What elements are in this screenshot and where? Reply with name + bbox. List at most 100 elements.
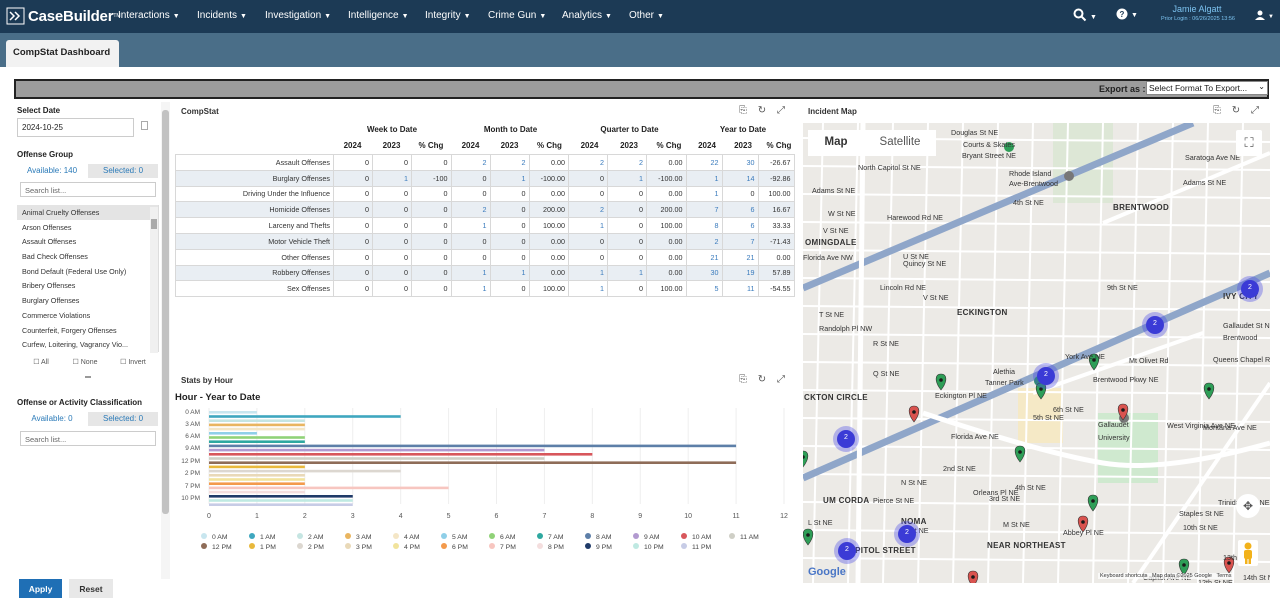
incident-cluster[interactable]: 2 [833,426,859,452]
select-all-button[interactable]: ☐ All [33,359,49,366]
table-cell[interactable]: 0 [333,185,373,203]
table-cell[interactable]: 0 [372,264,412,282]
calendar-icon[interactable] [141,121,148,130]
table-cell[interactable]: 0 [372,154,412,171]
scroll-thumb[interactable] [162,110,169,514]
camera-control-icon[interactable]: ✥ [1236,494,1260,518]
search-menu[interactable]: ▼ [1073,8,1097,24]
table-cell[interactable]: 1 [489,169,530,187]
table-cell[interactable]: 0 [607,217,647,234]
table-cell[interactable]: 0 [489,248,530,266]
list-item[interactable]: Bribery Offenses [22,281,76,291]
tab-available[interactable]: Available: 140 [17,164,87,178]
table-cell[interactable]: 1 [568,264,608,282]
table-cell[interactable]: 0 [372,217,412,234]
nav-intelligence[interactable]: Intelligence ▼ [348,10,409,21]
tab-compstat-dashboard[interactable]: CompStat Dashboard [6,40,119,67]
table-cell[interactable]: 0 [450,232,491,250]
list-item[interactable]: Bad Check Offenses [22,252,88,262]
activity-search-input[interactable]: Search list... [20,431,156,446]
list-item[interactable]: Animal Cruelty Offenses [17,205,158,220]
terms-link[interactable]: Terms [1216,573,1232,579]
table-cell[interactable]: 19 [721,264,759,282]
table-cell[interactable]: 0 [372,232,412,250]
table-cell[interactable]: 0 [568,248,608,266]
help-menu[interactable]: ? ▼ [1116,8,1138,22]
offense-search-input[interactable]: Search list... [20,182,156,197]
table-cell[interactable]: 0 [450,185,491,203]
table-cell[interactable]: 14 [721,169,759,187]
list-item[interactable]: Bond Default (Federal Use Only) [22,266,127,276]
table-cell[interactable]: 0 [372,185,412,203]
keyboard-shortcuts-link[interactable]: Keyboard shortcuts [1100,573,1148,579]
table-cell[interactable]: 0 [568,232,608,250]
table-cell[interactable]: 1 [607,264,647,282]
table-cell[interactable]: 1 [568,280,608,298]
incident-cluster[interactable]: 2 [894,521,920,547]
nav-incidents[interactable]: Incidents ▼ [197,10,247,21]
table-cell[interactable]: 7 [721,232,759,250]
app-logo[interactable]: CaseBuilder TM [6,6,121,26]
map-type-map-tab[interactable]: Map [808,130,864,156]
export-icon[interactable]: ⎘ [739,105,747,116]
table-cell[interactable]: 8 [685,217,723,234]
apply-button[interactable]: Apply [19,579,62,598]
refresh-icon[interactable]: ↻ [757,374,767,385]
table-cell[interactable]: 0 [721,185,759,203]
user-name[interactable]: Jamie Algatt [1172,4,1222,14]
table-cell[interactable]: 1 [489,264,530,282]
table-cell[interactable]: 30 [685,264,723,282]
invert-selection-button[interactable]: ☐ Invert [120,359,146,366]
scroll-thumb[interactable] [151,219,157,229]
list-item[interactable]: Arson Offenses [22,222,72,232]
table-cell[interactable]: 11 [721,280,759,298]
table-cell[interactable]: 30 [721,154,759,171]
table-cell[interactable]: 0 [333,217,373,234]
table-cell[interactable]: 2 [568,154,608,171]
table-cell[interactable]: 0 [489,201,530,219]
export-icon[interactable]: ⎘ [1213,105,1221,116]
incident-pin-icon[interactable] [1087,494,1099,512]
table-cell[interactable]: 2 [489,154,530,171]
table-cell[interactable]: 1 [450,264,491,282]
list-item[interactable]: Commerce Violations [22,310,91,320]
table-cell[interactable]: 0 [568,169,608,187]
tab-selected[interactable]: Selected: 0 [88,164,158,178]
incident-pin-icon[interactable] [935,373,947,391]
incident-cluster[interactable]: 2 [834,538,860,564]
incident-cluster[interactable]: 2 [1237,276,1263,302]
incident-pin-icon[interactable] [1223,556,1235,574]
table-cell[interactable]: 1 [685,185,723,203]
export-icon[interactable]: ⎘ [739,374,747,385]
table-cell[interactable]: 0 [607,201,647,219]
nav-crime-gun[interactable]: Crime Gun ▼ [488,10,547,21]
table-cell[interactable]: 0 [489,185,530,203]
incident-pin-icon[interactable] [1178,558,1190,576]
expand-icon[interactable]: ⤢ [1250,105,1259,116]
filter-panel-scrollbar[interactable] [161,102,170,579]
table-cell[interactable]: 6 [721,201,759,219]
table-cell[interactable]: 21 [721,248,759,266]
nav-interactions[interactable]: Interactions ▼ [118,10,180,21]
incident-pin-icon[interactable] [803,450,809,468]
table-cell[interactable]: 0 [489,217,530,234]
table-cell[interactable]: 1 [450,217,491,234]
table-cell[interactable]: 0 [333,201,373,219]
table-cell[interactable]: 0 [333,280,373,298]
list-item[interactable]: Burglary Offenses [22,296,80,306]
incident-cluster[interactable]: 2 [1142,312,1168,338]
table-cell[interactable]: 0 [333,232,373,250]
table-cell[interactable]: 1 [685,169,723,187]
refresh-icon[interactable]: ↻ [757,105,767,116]
table-cell[interactable]: 0 [450,248,491,266]
nav-analytics[interactable]: Analytics ▼ [562,10,612,21]
expand-icon[interactable]: ⤢ [776,105,785,116]
tab-selected-activity[interactable]: Selected: 0 [88,412,158,426]
table-cell[interactable]: 1 [568,217,608,234]
map-type-satellite-tab[interactable]: Satellite [864,130,936,156]
incident-pin-icon[interactable] [908,405,920,423]
incident-cluster[interactable]: 2 [1033,363,1059,389]
table-cell[interactable]: 6 [721,217,759,234]
incident-pin-icon[interactable] [1014,445,1026,463]
table-cell[interactable]: 1 [372,169,412,187]
